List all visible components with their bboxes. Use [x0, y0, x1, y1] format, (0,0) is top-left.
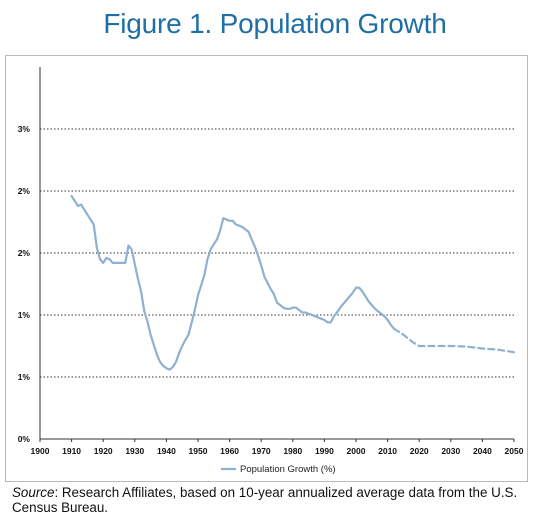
- source-text: : Research Affiliates, based on 10-year …: [12, 485, 518, 515]
- y-tick-label: 2%: [18, 186, 31, 196]
- x-tick-label: 1960: [220, 446, 239, 456]
- x-tick-labels: 1900 1910 1920 1930 1940 1950 1960 1970 1980 1990…: [31, 446, 524, 456]
- x-tick-label: 1990: [315, 446, 334, 456]
- x-tick-label: 1910: [62, 446, 81, 456]
- legend: Population Growth (%): [221, 464, 336, 475]
- y-tick-label: 1%: [18, 372, 31, 382]
- x-tick-label: 1920: [94, 446, 113, 456]
- x-tick-label: 1950: [189, 446, 208, 456]
- y-tick-label: 3%: [18, 124, 31, 134]
- y-tick-labels: 0% 1% 1% 2% 2% 3%: [18, 124, 31, 444]
- legend-label: Population Growth (%): [240, 464, 336, 475]
- x-tick-label: 2000: [347, 446, 366, 456]
- x-tick-label: 1970: [252, 446, 271, 456]
- chart-frame: [5, 55, 528, 482]
- source-note: Source: Research Affiliates, based on 10…: [12, 485, 542, 515]
- y-tick-label: 1%: [18, 310, 31, 320]
- x-tick-label: 2020: [410, 446, 429, 456]
- y-tick-label: 0%: [18, 434, 31, 444]
- x-tick-label: 2040: [473, 446, 492, 456]
- x-tick-label: 1940: [157, 446, 176, 456]
- x-tick-label: 1930: [125, 446, 144, 456]
- x-tick-label: 2030: [441, 446, 460, 456]
- projection-line: [392, 327, 516, 354]
- x-tick-label: 1900: [31, 446, 50, 456]
- population-growth-line: [70, 194, 395, 371]
- chart-title: Figure 1. Population Growth: [103, 8, 447, 39]
- series-lines: [70, 194, 516, 371]
- x-tick-label: 2050: [505, 446, 524, 456]
- x-tick-label: 1980: [283, 446, 302, 456]
- gridlines: [39, 67, 515, 442]
- source-label: Source: [12, 485, 55, 500]
- y-tick-label: 2%: [18, 248, 31, 258]
- x-tick-label: 2010: [378, 446, 397, 456]
